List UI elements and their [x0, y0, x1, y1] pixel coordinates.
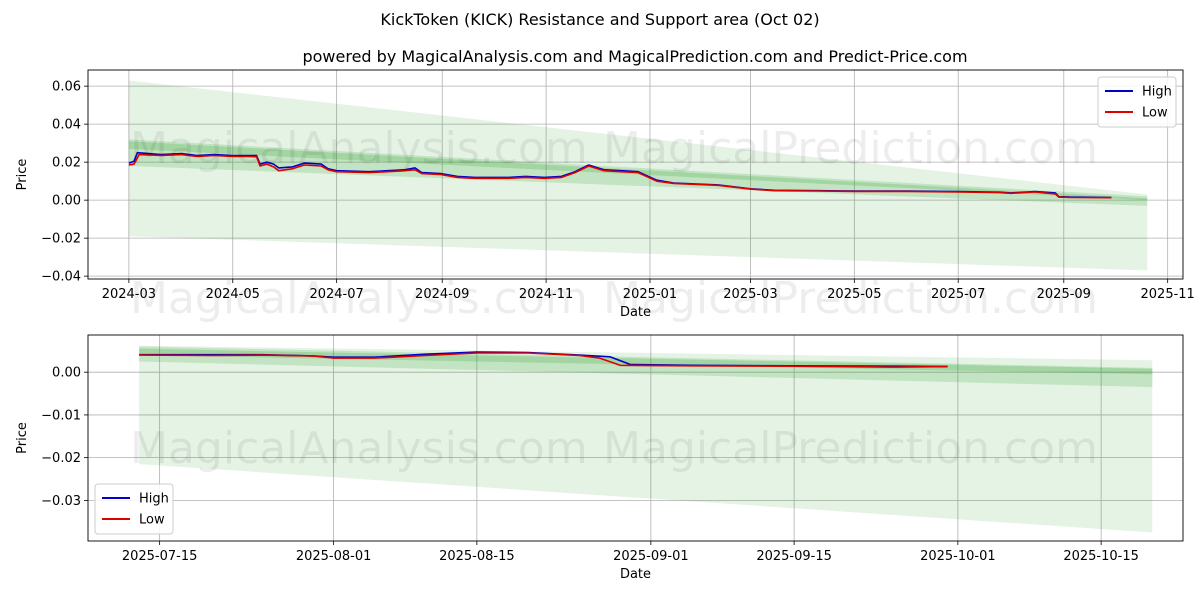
y-tick-label: −0.02: [41, 451, 81, 466]
x-tick-label: 2025-10-15: [1063, 549, 1139, 564]
x-tick-label: 2024-03: [102, 287, 156, 302]
x-tick-label: 2025-03: [723, 287, 777, 302]
x-tick-label: 2025-11: [1141, 287, 1195, 302]
chart-subtitle: powered by MagicalAnalysis.com and Magic…: [302, 47, 967, 66]
legend-low-label: Low: [139, 513, 165, 528]
x-axis-label: Date: [620, 305, 651, 320]
watermark-text: MagicalAnalysis.com: [130, 423, 588, 474]
y-tick-label: 0.04: [52, 118, 81, 133]
top-panel: MagicalAnalysis.com MagicalPrediction.com…: [15, 69, 1195, 324]
support-resistance-band: [128, 141, 1148, 201]
x-tick-label: 2024-05: [206, 287, 260, 302]
x-tick-label: 2025-09: [1037, 287, 1091, 302]
legend: High Low: [94, 483, 174, 535]
low-series-line: [139, 352, 948, 368]
plot-frame: [87, 69, 1184, 280]
x-tick-label: 2025-01: [623, 287, 677, 302]
support-resistance-band: [128, 80, 1148, 271]
x-tick-label: 2025-09-15: [756, 549, 832, 564]
x-axis-label: Date: [620, 567, 651, 582]
legend-box: [94, 483, 174, 535]
y-tick-label: 0.02: [52, 156, 81, 171]
plot-area: [128, 80, 1148, 271]
watermark-text: MagicalAnalysis.com: [130, 123, 588, 174]
y-tick-label: 0.06: [52, 80, 81, 95]
watermark-text: MagicalPrediction.com: [603, 123, 1098, 174]
x-tick-label: 2025-08-01: [296, 549, 372, 564]
legend-box: [1097, 76, 1177, 128]
chart-title: KickToken (KICK) Resistance and Support …: [380, 10, 819, 29]
watermark-text: MagicalAnalysis.com: [130, 273, 588, 324]
support-resistance-band: [139, 345, 1153, 533]
support-resistance-band: [139, 348, 1153, 375]
x-tick-label: 2025-09-01: [613, 549, 689, 564]
x-tick-label: 2025-07: [931, 287, 985, 302]
legend-high-label: High: [1142, 85, 1172, 100]
y-tick-label: 0.00: [52, 194, 81, 209]
y-axis-label: Price: [15, 159, 30, 191]
legend: High Low: [1097, 76, 1177, 128]
plot-frame: [87, 334, 1184, 542]
y-tick-label: 0.00: [52, 366, 81, 381]
watermark-text: MagicalPrediction.com: [603, 423, 1098, 474]
low-series-line: [128, 153, 1112, 199]
y-tick-label: −0.04: [41, 270, 81, 285]
x-tick-label: 2025-07-15: [122, 549, 198, 564]
legend-low-label: Low: [1142, 106, 1168, 121]
x-tick-label: 2025-10-01: [920, 549, 996, 564]
x-tick-label: 2024-07: [309, 287, 363, 302]
x-tick-label: 2025-08-15: [439, 549, 515, 564]
x-tick-label: 2025-05: [827, 287, 881, 302]
y-tick-label: −0.03: [41, 494, 81, 509]
watermark-text: MagicalPrediction.com: [603, 273, 1098, 324]
legend-high-label: High: [139, 492, 169, 507]
y-tick-label: −0.01: [41, 408, 81, 423]
x-tick-label: 2024-09: [415, 287, 469, 302]
y-tick-label: −0.02: [41, 232, 81, 247]
bottom-panel: MagicalAnalysis.com MagicalPrediction.com…: [15, 334, 1184, 582]
y-axis-label: Price: [15, 422, 30, 454]
plot-area: [139, 345, 1153, 533]
x-tick-label: 2024-11: [519, 287, 573, 302]
